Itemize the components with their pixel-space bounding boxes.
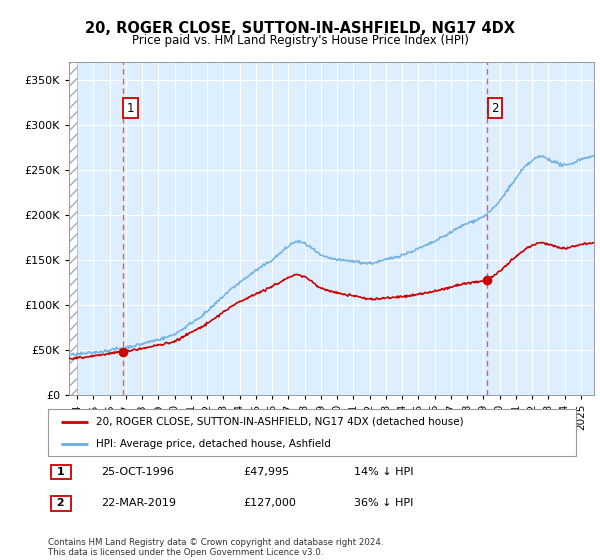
Text: 1: 1	[127, 101, 134, 115]
Text: 1: 1	[53, 467, 69, 477]
FancyBboxPatch shape	[48, 409, 576, 456]
Text: 2: 2	[491, 101, 499, 115]
Text: Contains HM Land Registry data © Crown copyright and database right 2024.
This d: Contains HM Land Registry data © Crown c…	[48, 538, 383, 557]
Text: 20, ROGER CLOSE, SUTTON-IN-ASHFIELD, NG17 4DX: 20, ROGER CLOSE, SUTTON-IN-ASHFIELD, NG1…	[85, 21, 515, 36]
Text: HPI: Average price, detached house, Ashfield: HPI: Average price, detached house, Ashf…	[95, 438, 331, 449]
Text: £127,000: £127,000	[244, 498, 296, 508]
Text: Price paid vs. HM Land Registry's House Price Index (HPI): Price paid vs. HM Land Registry's House …	[131, 34, 469, 46]
Text: 36% ↓ HPI: 36% ↓ HPI	[354, 498, 413, 508]
Text: 14% ↓ HPI: 14% ↓ HPI	[354, 467, 414, 477]
Text: 22-MAR-2019: 22-MAR-2019	[101, 498, 176, 508]
Text: 20, ROGER CLOSE, SUTTON-IN-ASHFIELD, NG17 4DX (detached house): 20, ROGER CLOSE, SUTTON-IN-ASHFIELD, NG1…	[95, 417, 463, 427]
Text: 2: 2	[53, 498, 69, 508]
Text: 25-OCT-1996: 25-OCT-1996	[101, 467, 173, 477]
Text: £47,995: £47,995	[244, 467, 289, 477]
